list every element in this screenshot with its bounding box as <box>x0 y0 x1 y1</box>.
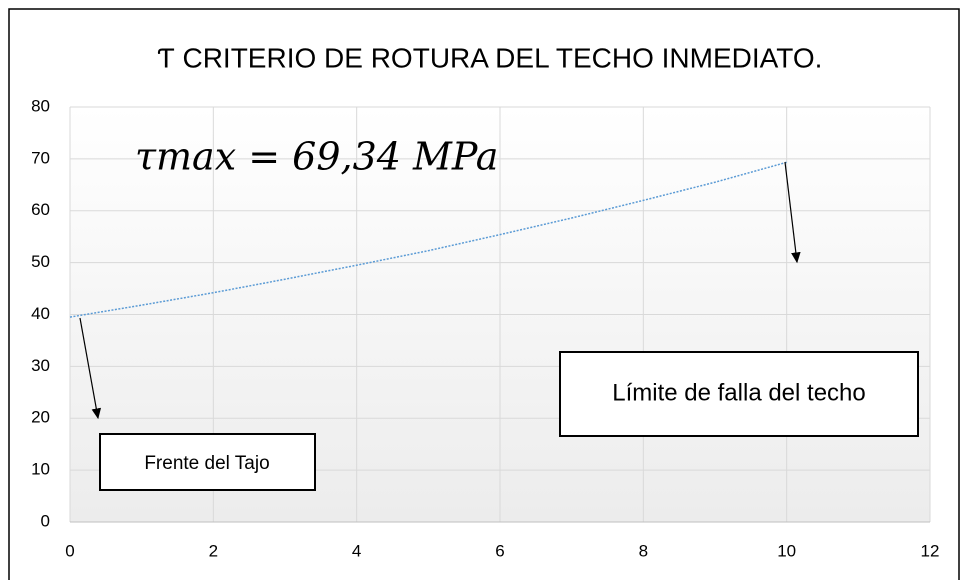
arrow <box>784 161 801 264</box>
x-tick-label: 12 <box>921 541 940 560</box>
y-tick-label: 60 <box>31 200 50 219</box>
y-tick-label: 40 <box>31 304 50 323</box>
annotation: Frente del Tajo <box>144 453 269 474</box>
annotation-box <box>99 433 316 491</box>
y-tick-label: 0 <box>41 511 50 530</box>
annotation: τmax = 69,34 MPa <box>135 135 498 179</box>
y-tick-label: 80 <box>31 96 50 115</box>
y-tick-label: 70 <box>31 148 50 167</box>
line <box>69 161 787 318</box>
y-tick-label: 50 <box>31 252 50 271</box>
x-tick-label: 2 <box>209 541 218 560</box>
x-tick-label: 0 <box>65 541 74 560</box>
x-tick-label: 6 <box>495 541 504 560</box>
x-tick-label: 8 <box>639 541 648 560</box>
chart-title: Ƭ CRITERIO DE ROTURA DEL TECHO INMEDIATO… <box>158 42 823 73</box>
y-tick-label: 10 <box>31 460 50 479</box>
x-tick-label: 10 <box>777 541 796 560</box>
annotation: Límite de falla del techo <box>612 379 866 406</box>
y-tick-label: 20 <box>31 408 50 427</box>
x-tick-label: 4 <box>352 541 361 560</box>
y-tick-label: 30 <box>31 356 50 375</box>
arrow <box>79 317 102 420</box>
annotation-box <box>559 351 919 437</box>
